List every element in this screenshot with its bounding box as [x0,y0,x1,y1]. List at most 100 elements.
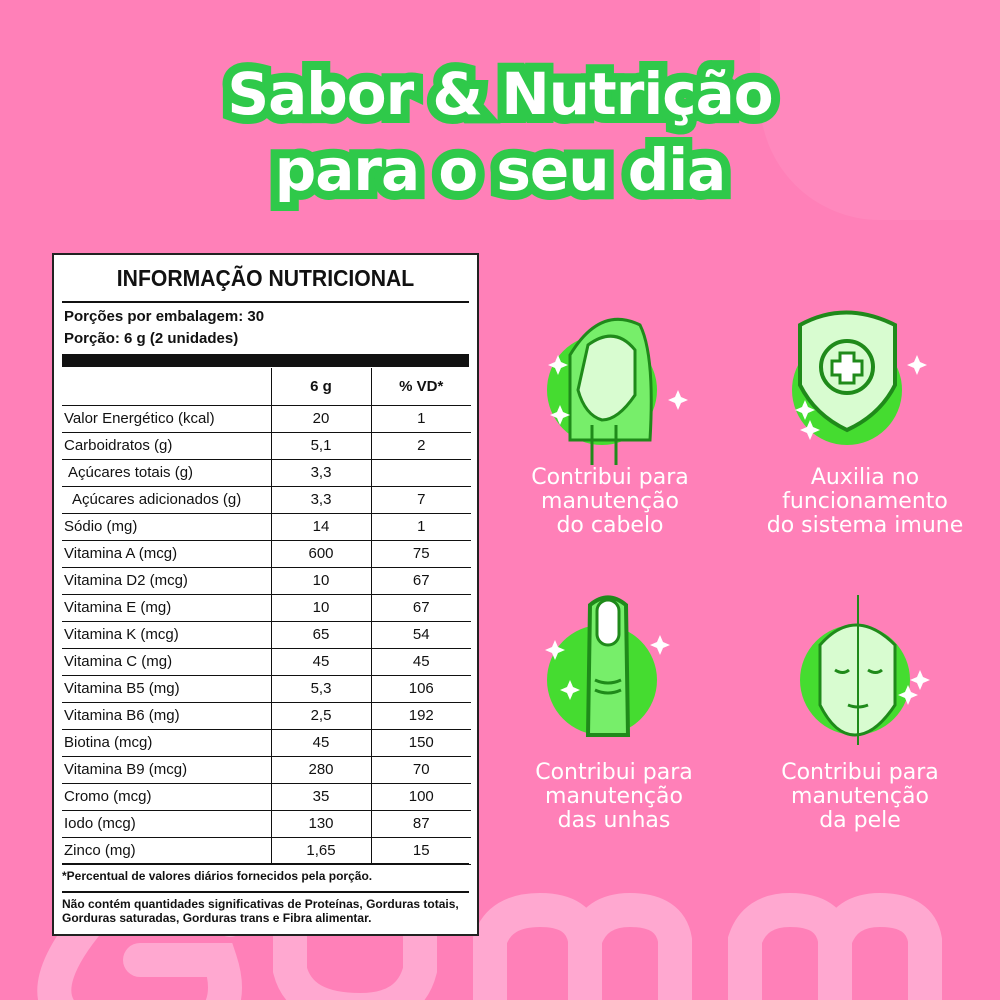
nutrient-name: Vitamina D2 (mcg) [62,567,271,595]
daily-value-cell: 45 [370,648,471,676]
nutrient-name: Carboidratos (g) [62,432,271,460]
divider-bar [62,354,469,367]
benefit-line: Auxilia no [810,465,920,490]
table-row: Sódio (mg) 14 1 [62,513,471,541]
nutrient-name: Vitamina K (mcg) [62,621,271,649]
table-row: Valor Energético (kcal) 20 1 [62,405,471,433]
amount-cell: 10 [270,567,371,595]
headline-line2: para o seu dia [266,127,736,213]
table-row: Vitamina B9 (mcg) 280 70 [62,756,471,784]
skin-face-icon [800,595,930,745]
daily-value-cell: 70 [370,756,471,784]
daily-value-cell: 1 [370,405,471,433]
benefit-line: do sistema imune [766,513,964,538]
nutrient-name: Iodo (mcg) [62,810,271,838]
table-row: Cromo (mcg) 35 100 [62,783,471,811]
background-shape [760,0,1000,220]
nutrient-name: Vitamina B6 (mg) [62,702,271,730]
amount-cell: 3,3 [270,486,371,514]
benefit-line: da pele [819,808,901,833]
benefit-immune-text: Auxilia no funcionamento do sistema imun… [740,466,990,538]
table-row: Vitamina K (mcg) 65 54 [62,621,471,649]
serving-size: Porção: 6 g (2 unidades) [64,330,239,347]
divider [62,863,469,865]
nutrient-name: Vitamina E (mg) [62,594,271,622]
fingernail-icon [545,595,670,737]
daily-value-cell: 1 [370,513,471,541]
amount-cell: 3,3 [270,459,371,487]
daily-value-cell: 15 [370,837,471,865]
benefit-line: do cabelo [556,513,664,538]
amount-cell: 5,3 [270,675,371,703]
daily-value-cell: 150 [370,729,471,757]
daily-value-cell: 75 [370,540,471,568]
daily-value-cell: 7 [370,486,471,514]
hair-woman-icon [547,317,688,465]
benefit-nails-text: Contribui para manutenção das unhas [494,761,734,833]
table-row: Vitamina E (mg) 10 67 [62,594,471,622]
benefit-line: Contribui para [535,760,693,785]
daily-value-cell: 106 [370,675,471,703]
header-cell [62,368,271,406]
nutrition-table: 6 g % VD* Valor Energético (kcal) 20 1 Carb… [62,368,471,865]
table-row: Vitamina B6 (mg) 2,5 192 [62,702,471,730]
benefit-line: funcionamento [782,489,948,514]
daily-value-cell: 67 [370,567,471,595]
nutrient-name: Zinco (mg) [62,837,271,865]
nutrient-name: Vitamina C (mg) [62,648,271,676]
nutrient-name: Açúcares totais (g) [62,459,271,487]
label-title: INFORMAÇÃO NUTRICIONAL [116,265,415,291]
header-cell: 6 g [270,368,371,406]
divider [62,301,469,303]
table-row: Açúcares adicionados (g) 3,3 7 [62,486,471,514]
benefit-skin-text: Contribui para manutenção da pele [740,761,980,833]
amount-cell: 14 [270,513,371,541]
nutrient-name: Sódio (mg) [62,513,271,541]
table-row: Açúcares totais (g) 3,3 [62,459,471,487]
daily-value-cell: 192 [370,702,471,730]
amount-cell: 600 [270,540,371,568]
nutrient-name: Biotina (mcg) [62,729,271,757]
amount-cell: 130 [270,810,371,838]
amount-cell: 280 [270,756,371,784]
nutrient-name: Vitamina A (mcg) [62,540,271,568]
daily-value-cell [370,459,471,487]
benefit-line: manutenção [541,489,679,514]
benefit-line: manutenção [545,784,683,809]
daily-value-cell: 87 [370,810,471,838]
daily-value-cell: 2 [370,432,471,460]
table-row: Zinco (mg) 1,65 15 [62,837,471,865]
benefit-line: das unhas [557,808,671,833]
benefit-line: Contribui para [781,760,939,785]
table-row: Iodo (mcg) 130 87 [62,810,471,838]
table-row: Vitamina A (mcg) 600 75 [62,540,471,568]
table-header-row: 6 g % VD* [62,368,471,406]
table-row: Vitamina B5 (mg) 5,3 106 [62,675,471,703]
amount-cell: 35 [270,783,371,811]
divider [62,891,469,893]
headline-line1: Sabor & Nutrição [218,51,782,137]
header-cell: % VD* [370,368,471,406]
footnote: *Percentual de valores diários fornecido… [62,869,373,883]
amount-cell: 45 [270,729,371,757]
nutrient-name: Cromo (mcg) [62,783,271,811]
amount-cell: 5,1 [270,432,371,460]
table-row: Carboidratos (g) 5,1 2 [62,432,471,460]
nutrient-name: Vitamina B9 (mcg) [62,756,271,784]
amount-cell: 2,5 [270,702,371,730]
nutrient-name: Açúcares adicionados (g) [62,486,271,514]
disclaimer: Não contém quantidades significativas de… [62,897,459,925]
benefit-line: manutenção [791,784,929,809]
daily-value-cell: 100 [370,783,471,811]
amount-cell: 45 [270,648,371,676]
benefit-hair-text: Contribui para manutenção do cabelo [490,466,730,538]
nutrient-name: Valor Energético (kcal) [62,405,271,433]
benefit-line: Contribui para [531,465,689,490]
table-row: Vitamina C (mg) 45 45 [62,648,471,676]
table-row: Biotina (mcg) 45 150 [62,729,471,757]
nutrient-name: Vitamina B5 (mg) [62,675,271,703]
daily-value-cell: 54 [370,621,471,649]
nutrition-facts-label: INFORMAÇÃO NUTRICIONAL Porções por embal… [52,253,479,936]
table-row: Vitamina D2 (mcg) 10 67 [62,567,471,595]
amount-cell: 10 [270,594,371,622]
